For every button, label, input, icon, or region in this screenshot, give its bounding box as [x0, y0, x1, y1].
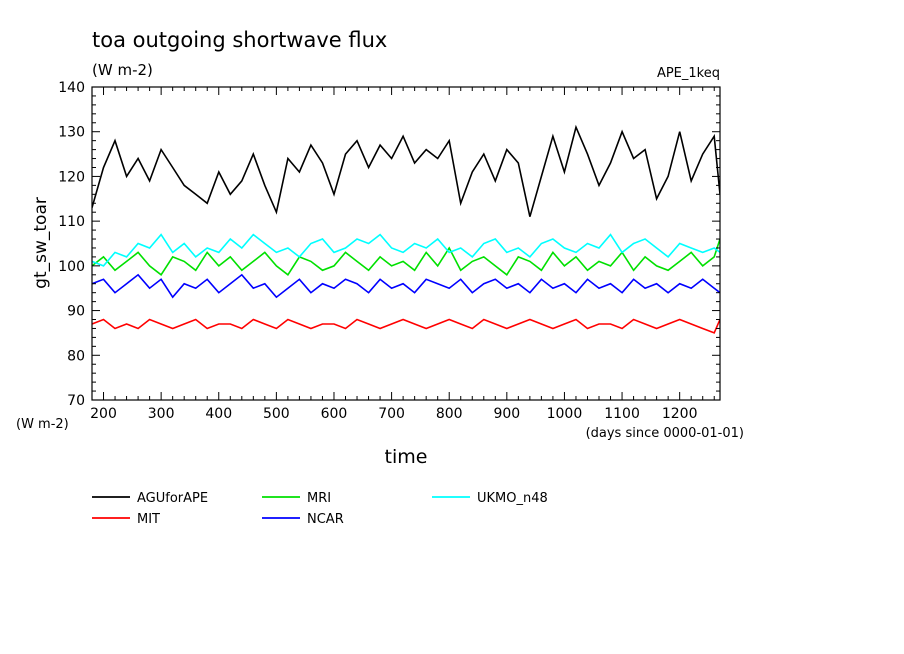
y-tick-label: 130	[58, 125, 85, 141]
y-tick-label: 70	[67, 393, 85, 409]
legend-label: UKMO_n48	[477, 491, 548, 506]
series-line-mit	[92, 318, 720, 334]
legend: AGUforAPE MIT MRI NCAR UKMO_n48	[92, 491, 548, 527]
x-tick-label: 1200	[662, 406, 698, 422]
legend-label: MIT	[137, 512, 160, 527]
y-axis-label: gt_sw_toar	[31, 197, 51, 289]
x-tick-label: 500	[263, 406, 290, 422]
series-line-ncar	[92, 273, 720, 299]
experiment-annotation: APE_1keq	[657, 66, 720, 81]
x-tick-label: 200	[90, 406, 117, 422]
legend-item-ukmo-n48: UKMO_n48	[432, 491, 548, 506]
y-tick-label: 90	[67, 304, 85, 320]
legend-item-mri: MRI	[262, 491, 331, 506]
ticks-layer: 70 80 90 100 110 120 130 140 200 300 400 500 600 700 8…	[58, 80, 720, 422]
chart-title: toa outgoing shortwave flux	[92, 28, 387, 52]
y-tick-label: 120	[58, 169, 85, 185]
legend-item-ncar: NCAR	[262, 512, 344, 527]
legend-label: MRI	[307, 491, 331, 506]
x-tick-label: 900	[493, 406, 520, 422]
series-line-aguforape	[92, 124, 720, 217]
chart-subtitle-units: (W m-2)	[92, 61, 153, 79]
legend-item-mit: MIT	[92, 512, 160, 527]
y-tick-label: 110	[58, 214, 85, 230]
legend-item-aguforape: AGUforAPE	[92, 491, 208, 506]
x-tick-label: 600	[321, 406, 348, 422]
x-tick-label: 800	[436, 406, 463, 422]
series-layer	[92, 124, 720, 334]
y-tick-label: 100	[58, 259, 85, 275]
x-tick-label: 1100	[604, 406, 640, 422]
series-line-ukmo-n48	[92, 233, 720, 267]
x-axis-label: time	[385, 446, 428, 468]
x-tick-label: 400	[205, 406, 232, 422]
x-tick-label: 700	[378, 406, 405, 422]
legend-label: NCAR	[307, 512, 344, 527]
legend-label: AGUforAPE	[137, 491, 208, 506]
x-tick-label: 300	[148, 406, 175, 422]
x-tick-label: 1000	[547, 406, 583, 422]
y-axis-units: (W m-2)	[16, 417, 69, 432]
plot-frame	[91, 86, 721, 401]
y-tick-label: 80	[67, 348, 85, 364]
series-line-mri	[92, 238, 720, 276]
x-axis-units: (days since 0000-01-01)	[586, 426, 744, 441]
y-tick-label: 140	[58, 80, 85, 96]
